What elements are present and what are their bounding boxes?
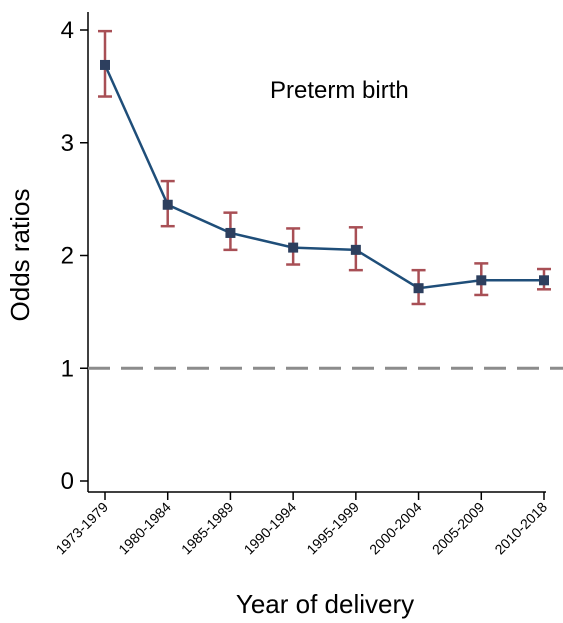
x-axis: 1973-1979 1980-1984 1985-1989 1990-1994 1995…	[52, 491, 550, 557]
chart-annotation: Preterm birth	[270, 77, 409, 104]
data-point	[476, 275, 487, 286]
data-point	[162, 199, 173, 210]
data-point	[288, 242, 299, 253]
x-tick-label: 2010-2018	[491, 499, 550, 558]
y-tick-label: 2	[61, 243, 74, 270]
x-tick-label: 1973-1979	[52, 499, 111, 558]
data-point	[225, 227, 236, 238]
y-tick-label: 4	[61, 17, 74, 44]
x-ticks: 1973-1979 1980-1984 1985-1989 1990-1994 1995…	[52, 492, 550, 557]
y-ticks: 0 1 2 3 4	[61, 17, 88, 495]
y-tick-label: 0	[61, 468, 74, 495]
x-tick-label: 2005-2009	[429, 499, 488, 558]
series-line	[103, 64, 544, 290]
x-tick-label: 1990-1994	[241, 499, 300, 558]
y-axis: 0 1 2 3 4	[61, 12, 89, 495]
y-tick-label: 3	[61, 130, 74, 157]
y-tick-label: 1	[61, 355, 74, 382]
x-tick-label: 1985-1989	[178, 499, 237, 558]
data-point	[100, 59, 110, 70]
x-tick-label: 1980-1984	[115, 499, 174, 558]
plot-area	[98, 29, 551, 306]
data-point	[539, 275, 549, 286]
x-axis-title: Year of delivery	[236, 589, 414, 619]
data-point	[413, 283, 424, 294]
y-axis-title: Odds ratios	[5, 189, 35, 322]
x-tick-label: 1995-1999	[303, 499, 362, 558]
x-tick-label: 2000-2004	[366, 499, 425, 558]
data-point	[350, 244, 361, 255]
